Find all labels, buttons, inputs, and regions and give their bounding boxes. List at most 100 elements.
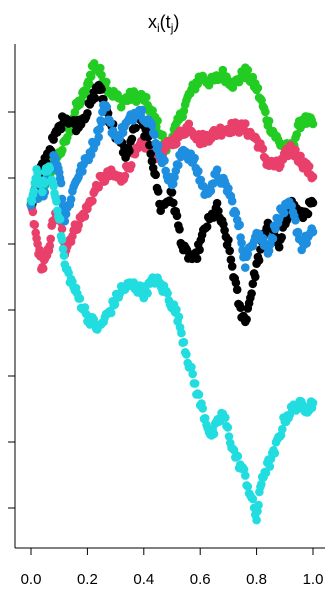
data-point <box>192 254 202 263</box>
data-point <box>212 198 222 208</box>
data-point <box>56 124 66 134</box>
data-point <box>184 119 194 129</box>
data-point <box>308 198 318 208</box>
data-point <box>227 196 237 206</box>
data-point <box>232 285 242 295</box>
data-point <box>236 303 245 313</box>
data-point <box>96 63 105 73</box>
data-point <box>102 102 112 112</box>
data-point <box>127 161 136 170</box>
data-point <box>194 166 203 176</box>
data-point <box>55 214 65 224</box>
data-point <box>279 208 289 218</box>
data-point <box>151 170 160 180</box>
data-point <box>74 220 83 230</box>
data-point <box>190 379 200 388</box>
data-point <box>30 220 40 230</box>
data-point <box>172 305 181 314</box>
data-point <box>308 398 318 408</box>
data-point <box>218 65 228 75</box>
data-point <box>291 216 300 225</box>
title-subscript-i: i <box>157 21 160 35</box>
data-point <box>39 179 49 188</box>
data-point <box>274 214 284 224</box>
data-point <box>247 289 256 298</box>
data-point <box>160 156 169 165</box>
data-point <box>75 294 85 303</box>
data-point <box>169 179 178 189</box>
data-point <box>45 164 55 173</box>
data-point <box>106 308 116 318</box>
data-point <box>224 432 234 441</box>
data-point <box>277 233 287 242</box>
title-subscript-j: j <box>170 21 174 35</box>
data-point <box>261 468 271 478</box>
data-point <box>252 515 261 525</box>
data-point <box>35 245 44 255</box>
data-point <box>147 156 157 166</box>
x-tick-label: 0.0 <box>21 571 42 588</box>
data-point <box>224 235 233 245</box>
x-tick-label: 0.8 <box>246 571 267 588</box>
data-point <box>241 119 250 128</box>
data-point <box>278 424 287 434</box>
data-point <box>163 289 172 298</box>
data-point <box>94 132 103 142</box>
data-point <box>177 328 186 338</box>
data-point <box>174 312 184 322</box>
data-point <box>231 208 241 218</box>
data-point <box>220 226 229 235</box>
data-point <box>56 178 66 188</box>
data-point <box>28 207 38 217</box>
data-point <box>206 186 216 196</box>
data-point <box>52 197 61 206</box>
data-point <box>292 130 302 139</box>
data-point <box>194 390 204 399</box>
data-point <box>254 500 263 510</box>
data-point <box>66 195 76 204</box>
data-point <box>131 123 140 133</box>
data-point <box>120 171 130 181</box>
data-point <box>38 187 47 197</box>
data-point <box>221 413 230 423</box>
data-point <box>231 278 241 288</box>
data-point <box>237 238 246 248</box>
x-tick-label: 0.6 <box>190 571 211 588</box>
data-point <box>61 209 71 219</box>
data-point <box>97 85 106 94</box>
data-point <box>254 255 264 265</box>
data-point <box>170 172 179 182</box>
data-point <box>223 423 233 432</box>
data-point <box>308 227 318 237</box>
data-point <box>182 350 191 359</box>
axes <box>8 44 325 549</box>
data-point <box>179 337 189 347</box>
data-point <box>106 118 115 127</box>
data-point <box>59 251 69 260</box>
data-point <box>198 404 207 413</box>
data-point <box>242 315 251 324</box>
data-point <box>45 241 55 251</box>
data-point <box>51 153 60 163</box>
data-point <box>270 448 280 458</box>
title-paren-close: ) <box>173 12 179 32</box>
data-point <box>243 249 253 259</box>
data-point <box>200 413 210 423</box>
data-point <box>85 79 94 89</box>
data-point <box>127 134 137 144</box>
x-axis-ticks: 0.0 0.2 0.4 0.6 0.8 1.0 <box>21 548 323 588</box>
data-point <box>195 245 204 255</box>
data-point <box>57 224 67 234</box>
data-point <box>57 235 67 244</box>
data-point <box>94 183 103 192</box>
data-point <box>268 234 278 243</box>
data-point <box>248 279 258 289</box>
data-point <box>243 482 253 491</box>
data-point <box>308 172 318 182</box>
data-point <box>235 220 244 230</box>
data-point <box>83 109 92 118</box>
data-point <box>188 369 197 379</box>
data-point <box>167 188 177 197</box>
data-point <box>225 246 234 256</box>
